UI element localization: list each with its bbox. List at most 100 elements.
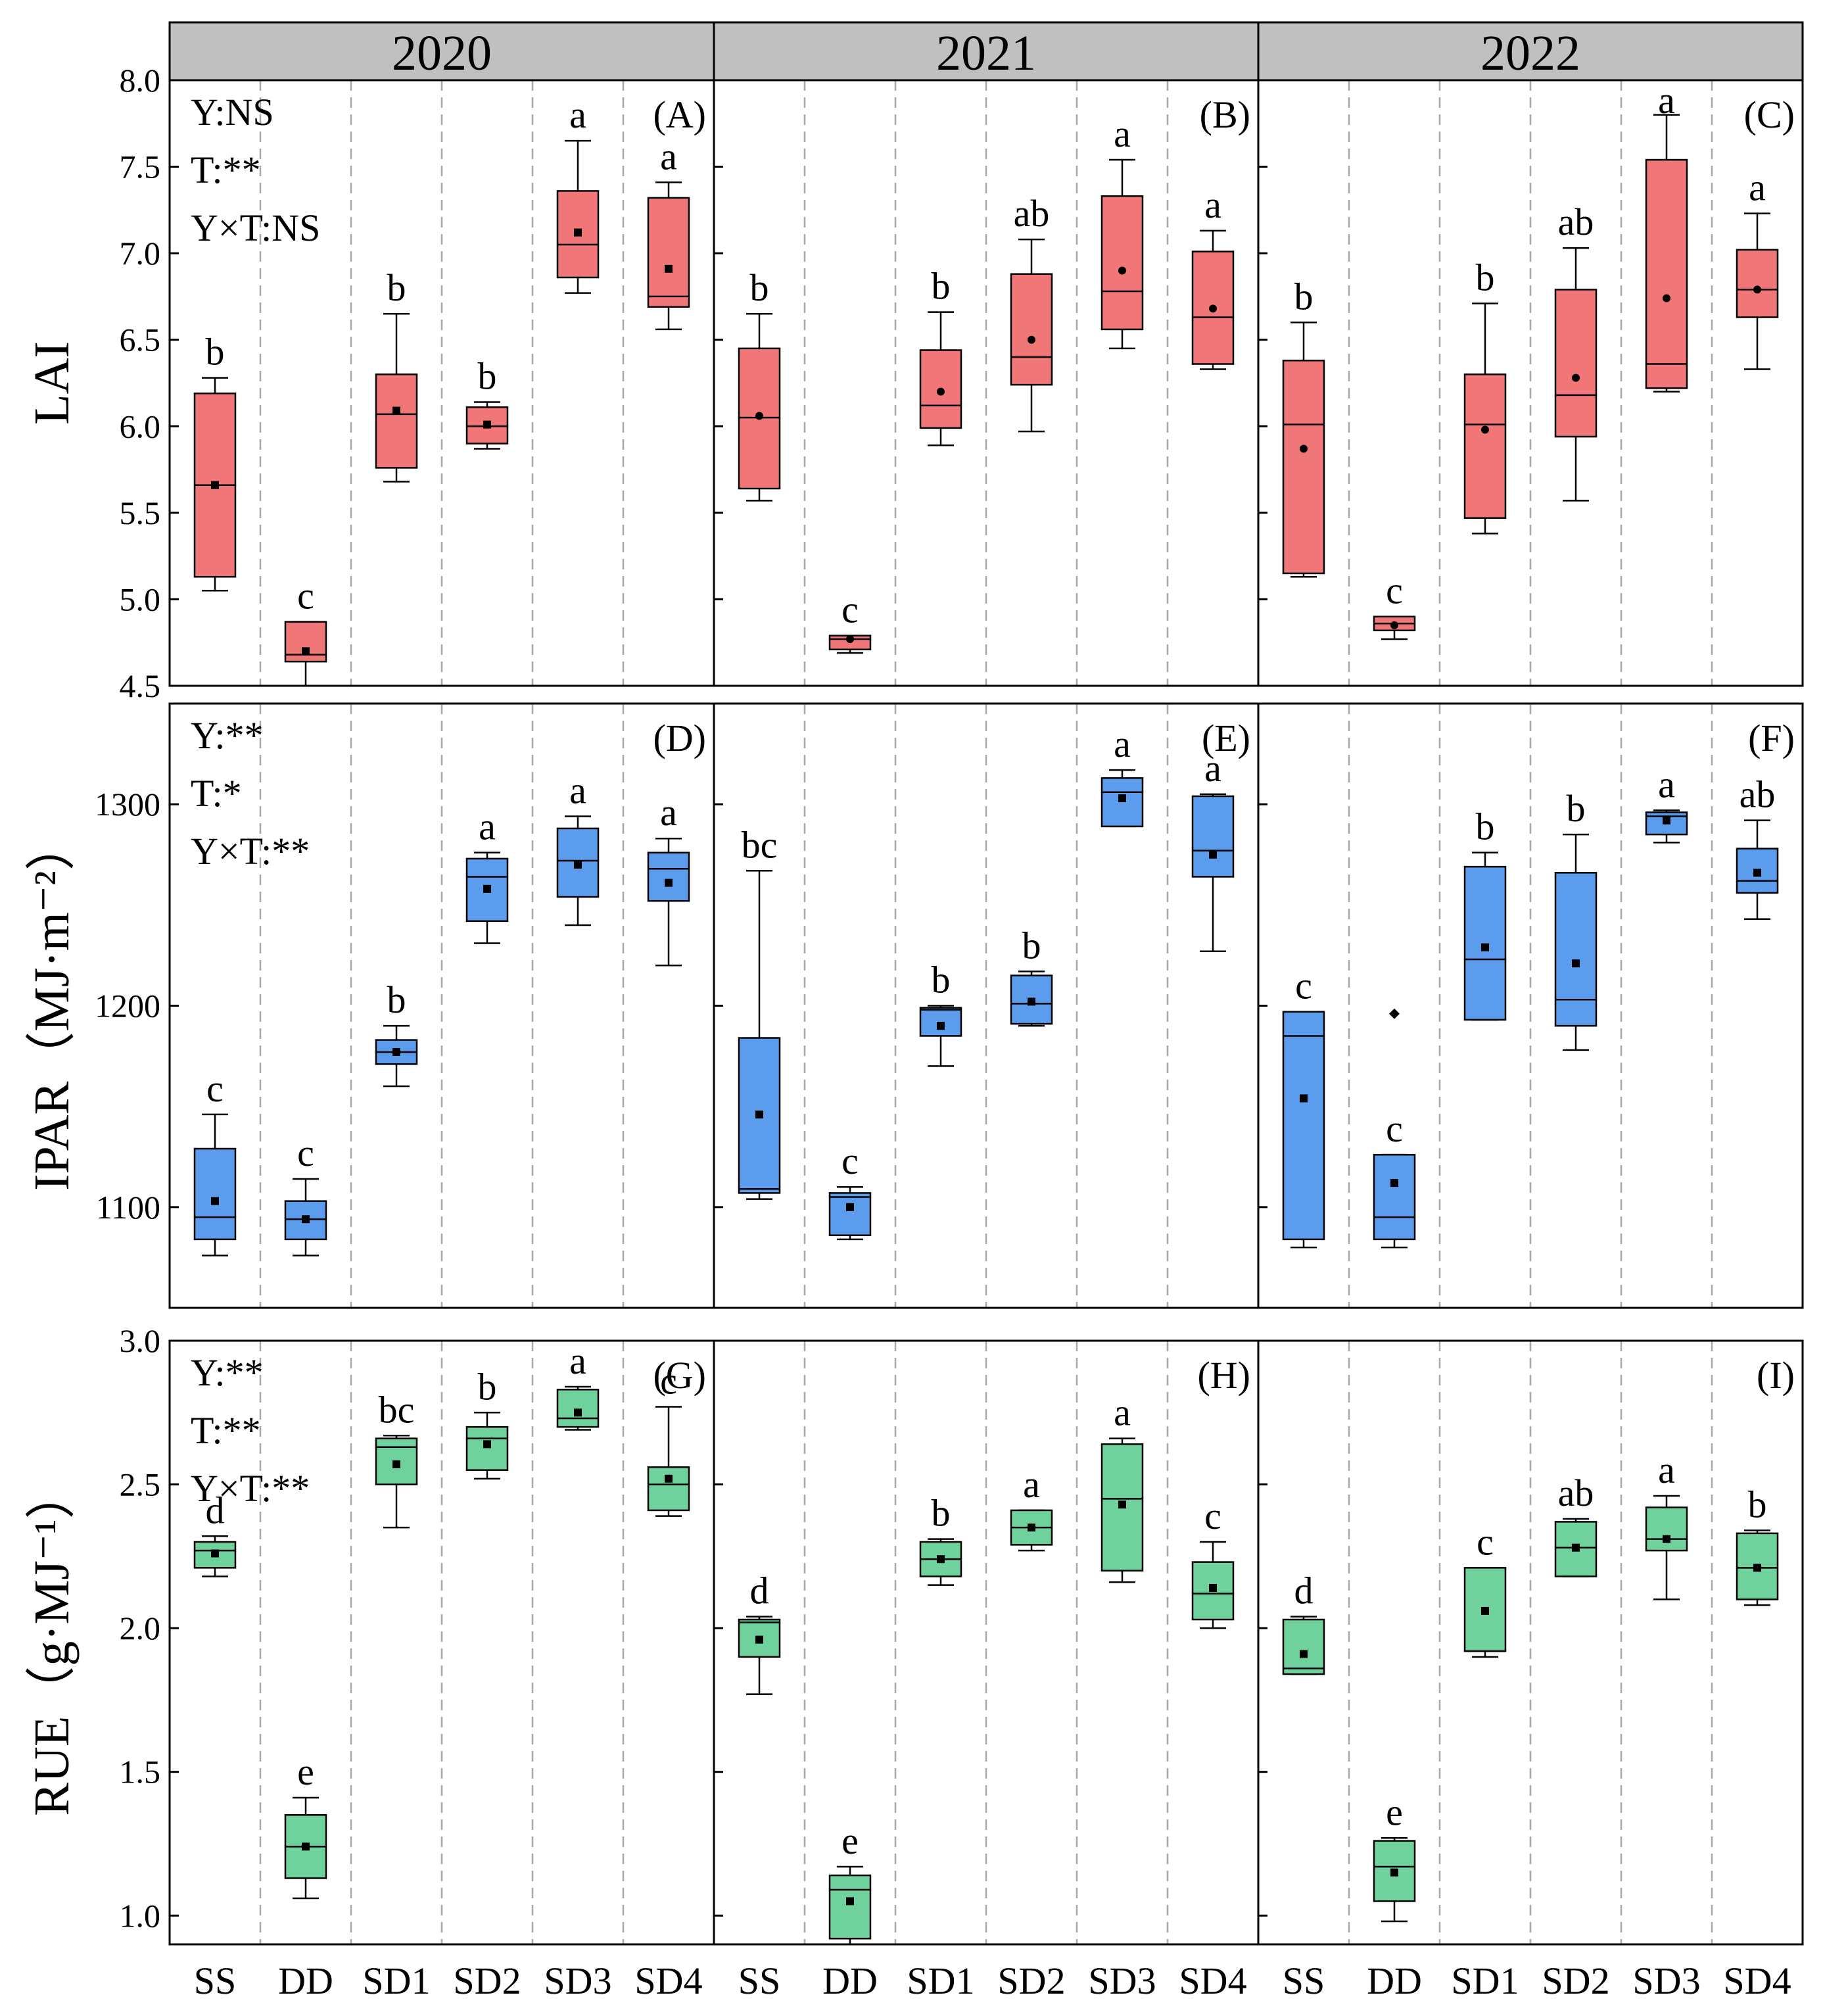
box-rue-2021-SD3: a (1101, 1391, 1144, 1583)
box-ipar-2021-SD2: b (1010, 924, 1053, 1027)
panel-tag: (D) (653, 717, 706, 759)
ipar-panel: c c b b a ab (F) (1257, 702, 1804, 1309)
x-tick-label: SD3 (1088, 1959, 1156, 2002)
box-ipar-2022-DD: c (1373, 1008, 1416, 1249)
box-lai-2021-SD4: a (1191, 183, 1235, 370)
significance-letter: c (1386, 1107, 1403, 1150)
mean-marker (937, 1555, 945, 1564)
significance-letter: b (932, 1492, 951, 1535)
mean-marker (937, 387, 945, 396)
mean-marker (483, 1440, 491, 1449)
mean-marker (1300, 444, 1308, 453)
lai-panel: b c b ab a a (B) (713, 79, 1260, 687)
mean-marker (665, 1474, 673, 1483)
panel-tag: (B) (1200, 93, 1250, 136)
mean-marker (483, 420, 491, 429)
significance-letter: a (1204, 747, 1221, 790)
mean-marker (1390, 1179, 1398, 1188)
box-lai-2021-SD2: ab (1010, 192, 1053, 433)
box-ipar-2022-SD2: b (1554, 787, 1598, 1051)
y-tick-label: 1.0 (120, 1897, 161, 1934)
significance-letter: c (660, 1360, 677, 1403)
iqr-box (1101, 777, 1144, 828)
significance-letter: b (478, 354, 497, 397)
panel-tag: (F) (1748, 717, 1795, 759)
significance-letter: b (1476, 805, 1495, 848)
x-tick-label: SS (1283, 1959, 1325, 2002)
iqr-box (828, 1874, 872, 1940)
mean-marker (483, 884, 491, 893)
iqr-box (1373, 1153, 1416, 1241)
mean-marker (1118, 266, 1126, 275)
mean-marker (1390, 621, 1398, 629)
y-tick-label: 3.0 (120, 1322, 161, 1359)
x-tick-label: SD4 (1723, 1959, 1791, 2002)
box-lai-2020-SD2: b (465, 354, 509, 450)
mean-marker (755, 1635, 763, 1644)
mean-marker (1572, 959, 1580, 968)
mean-marker (1753, 1564, 1761, 1572)
iqr-box (556, 1389, 600, 1428)
y-tick-label: 2.0 (120, 1610, 161, 1646)
significance-letter: e (841, 1819, 859, 1862)
iqr-box (647, 197, 690, 308)
y-tick-label: 8.0 (120, 62, 161, 99)
mean-marker (1118, 1500, 1126, 1509)
y-tick-label: 1200 (95, 988, 160, 1024)
mean-marker (755, 412, 763, 420)
box-lai-2022-SS: b (1282, 275, 1325, 578)
stats-annotation: Y:NS (191, 91, 274, 133)
year-label: 2020 (392, 26, 492, 81)
significance-letter: c (297, 1132, 314, 1174)
iqr-box (1282, 360, 1325, 575)
significance-letter: ab (1014, 192, 1050, 235)
mean-marker (574, 1408, 582, 1417)
significance-letter: a (1023, 1463, 1040, 1506)
mean-marker (1753, 285, 1761, 294)
box-ipar-2020-SD3: a (556, 769, 600, 926)
iqr-box (1554, 872, 1598, 1027)
significance-letter: d (1294, 1570, 1314, 1612)
box-rue-2020-SD2: b (465, 1365, 509, 1480)
mean-marker (1753, 869, 1761, 877)
x-tick-label: SD2 (997, 1959, 1065, 2002)
box-lai-2020-SD1: b (375, 266, 418, 483)
mean-marker (1028, 997, 1035, 1006)
significance-letter: a (660, 791, 677, 834)
significance-letter: b (206, 331, 225, 373)
significance-letter: c (841, 588, 859, 631)
x-tick-label: DD (278, 1959, 333, 2002)
box-lai-2022-SD1: b (1463, 256, 1507, 535)
significance-letter: a (569, 1339, 586, 1382)
panel-frame (1257, 1339, 1804, 1946)
panel-tag: (E) (1202, 717, 1250, 759)
mean-marker (1209, 1583, 1217, 1592)
box-lai-2020-DD: c (284, 575, 327, 687)
year-strip (713, 21, 1260, 82)
significance-letter: b (932, 265, 951, 308)
iqr-box (1191, 795, 1235, 878)
iqr-box (1736, 249, 1779, 318)
iqr-box (1463, 865, 1507, 1021)
stats-annotation: Y×T:** (191, 1467, 310, 1510)
box-lai-2021-SD3: a (1101, 112, 1144, 350)
panel-frame (1257, 702, 1804, 1309)
significance-letter: c (1477, 1520, 1494, 1563)
box-lai-2020-SD4: a (647, 135, 690, 331)
mean-marker (574, 228, 582, 237)
x-tick-label: DD (1367, 1959, 1422, 2002)
mean-marker (211, 1197, 219, 1205)
y-tick-label: 2.5 (120, 1466, 161, 1503)
y-tick-label: 5.5 (120, 494, 161, 531)
iqr-box (1645, 158, 1688, 389)
x-tick-label: SD1 (362, 1959, 430, 2002)
box-rue-2020-SD1: bc (375, 1388, 418, 1529)
stats-annotation: T:** (191, 149, 261, 191)
significance-letter: b (1476, 256, 1495, 299)
box-lai-2022-SD3: a (1645, 79, 1688, 393)
